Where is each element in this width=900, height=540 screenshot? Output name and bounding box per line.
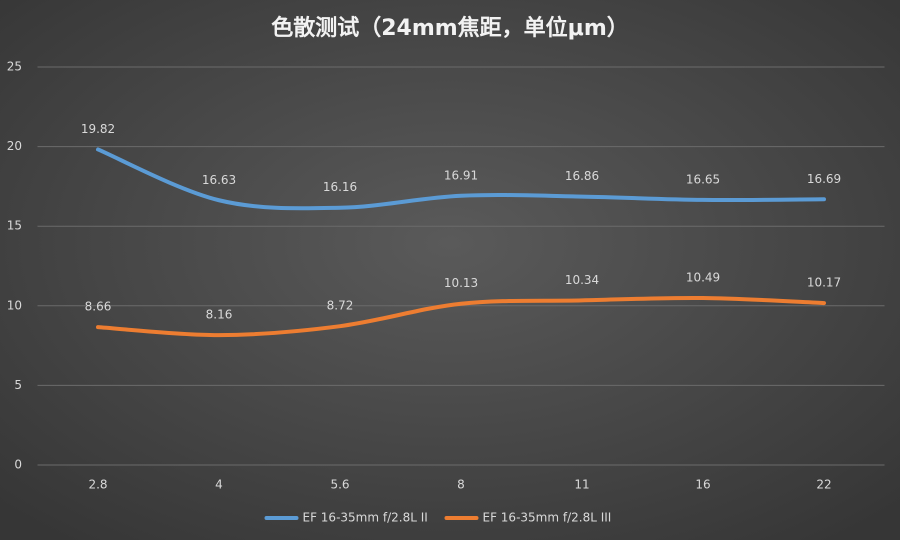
x-tick-label: 8 xyxy=(457,478,465,492)
data-label: 10.49 xyxy=(686,270,720,284)
data-label: 16.16 xyxy=(323,180,357,194)
data-label: 16.69 xyxy=(807,172,841,186)
data-label: 10.13 xyxy=(444,276,478,290)
data-label: 10.17 xyxy=(807,276,841,290)
data-label: 8.16 xyxy=(206,308,233,322)
legend-label: EF 16-35mm f/2.8L II xyxy=(303,511,428,525)
x-tick-label: 5.6 xyxy=(330,478,349,492)
series-line xyxy=(96,147,826,211)
data-label: 19.82 xyxy=(81,122,115,136)
data-label: 16.65 xyxy=(686,172,720,186)
legend-label: EF 16-35mm f/2.8L III xyxy=(483,511,612,525)
y-tick-label: 25 xyxy=(7,60,22,74)
series-line xyxy=(96,295,826,338)
x-tick-label: 22 xyxy=(816,478,831,492)
y-tick-label: 10 xyxy=(7,298,22,312)
y-tick-label: 5 xyxy=(14,378,22,392)
data-label: 16.91 xyxy=(444,168,478,182)
data-label: 8.72 xyxy=(327,299,354,313)
data-label: 16.63 xyxy=(202,173,236,187)
x-tick-label: 11 xyxy=(574,478,589,492)
x-tick-label: 2.8 xyxy=(88,478,107,492)
x-tick-label: 16 xyxy=(695,478,710,492)
data-label: 8.66 xyxy=(85,300,112,314)
data-label: 10.34 xyxy=(565,273,599,287)
y-tick-label: 0 xyxy=(14,458,22,472)
data-label: 16.86 xyxy=(565,169,599,183)
chart-title: 色散测试（24mm焦距，单位μm） xyxy=(271,15,629,41)
y-tick-label: 15 xyxy=(7,219,22,233)
x-tick-label: 4 xyxy=(215,478,223,492)
y-tick-label: 20 xyxy=(7,139,22,153)
